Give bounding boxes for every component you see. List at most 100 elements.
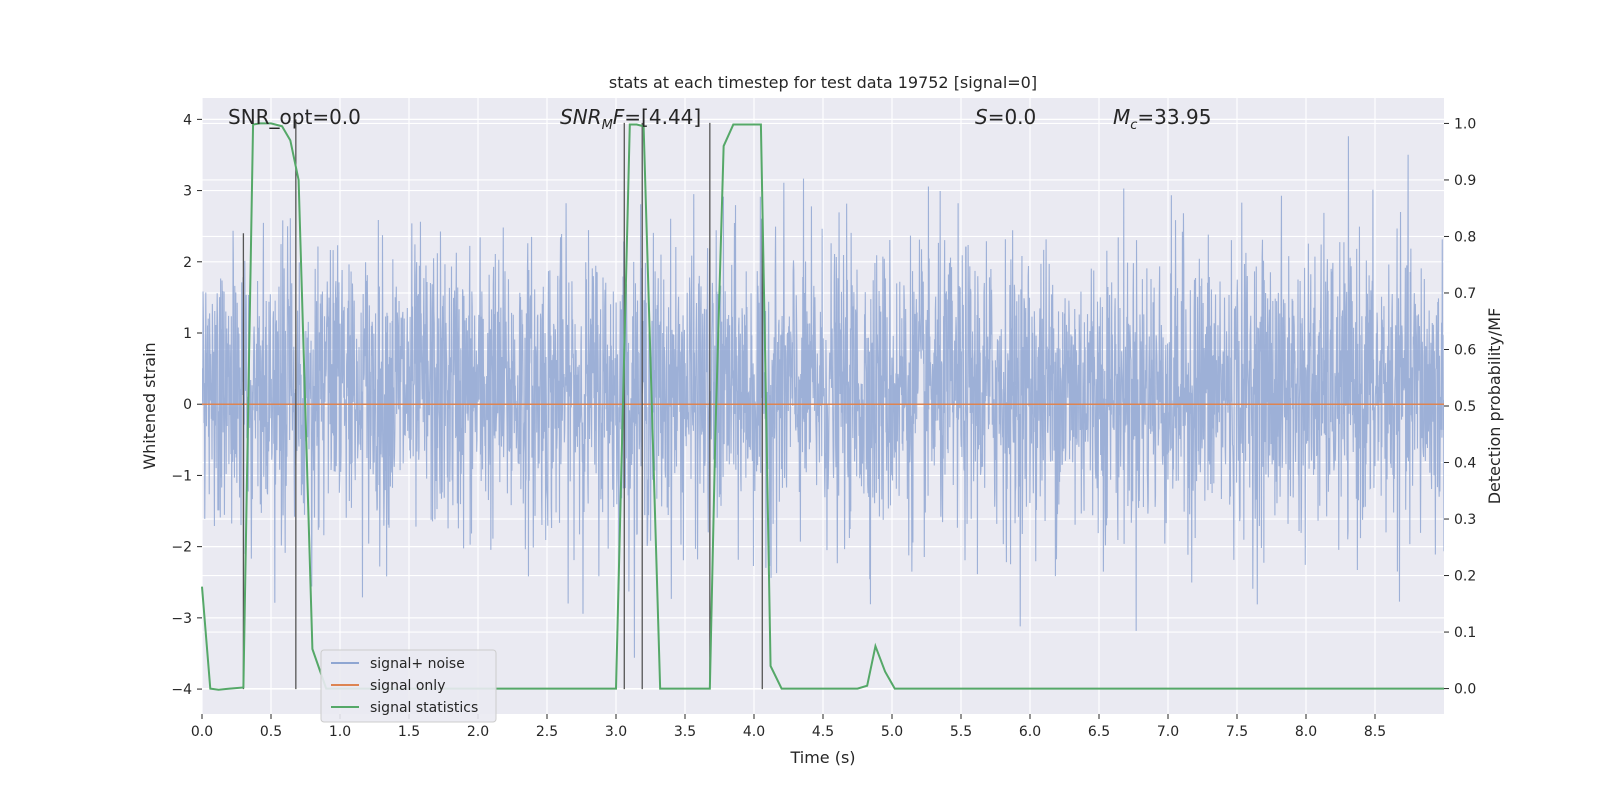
- signal-statistics-point-18: [643, 125, 645, 127]
- signal-statistics-point-2: [218, 689, 220, 691]
- signal-statistics-point-22: [714, 433, 716, 435]
- x-tick-label-0: 0.0: [191, 724, 213, 740]
- x-tick-label-15: 7.5: [1226, 724, 1248, 740]
- signal-statistics-point-25: [760, 124, 762, 126]
- x-tick-label-12: 6.0: [1019, 724, 1041, 740]
- signal-statistics-point-28: [781, 688, 783, 690]
- y-right-tick-label-6: 0.4: [1454, 456, 1476, 472]
- annotation-mc: Mc=33.95: [1113, 105, 1211, 133]
- annotation-snr-mf: SNRMF=[4.44]: [560, 105, 701, 133]
- x-axis-label: Time (s): [789, 748, 855, 767]
- x-tick-label-2: 1.0: [329, 724, 351, 740]
- signal-statistics-point-8: [281, 125, 283, 127]
- y-right-tick-label-3: 0.7: [1454, 286, 1476, 302]
- y-axis-right-ticks: 1.0 0.9 0.8 0.7 0.6 0.5 0.4 0.3 0.2 0.1 0.0: [1444, 116, 1476, 698]
- signal-statistics-point-1: [209, 688, 211, 690]
- y-right-tick-label-8: 0.2: [1454, 569, 1476, 585]
- signal-statistics-point-20: [684, 688, 686, 690]
- x-tick-label-7: 3.5: [674, 724, 696, 740]
- x-tick-label-14: 7.0: [1157, 724, 1179, 740]
- y-right-tick-label-0: 1.0: [1454, 116, 1476, 132]
- signal-statistics-point-17: [636, 124, 638, 126]
- signal-statistics-point-29: [822, 688, 824, 690]
- y-left-tick-label-0: 4: [183, 112, 192, 128]
- y-right-tick-label-9: 0.1: [1454, 625, 1476, 641]
- signal-statistics-point-30: [857, 688, 858, 690]
- annotation-s-value: =0.0: [988, 105, 1037, 129]
- y-left-tick-label-3: 1: [183, 326, 192, 342]
- annotation-snr-mf-value: =[4.44]: [624, 105, 701, 129]
- series-signal-plus-noise: [202, 136, 1444, 658]
- x-tick-label-9: 4.5: [812, 724, 834, 740]
- y-right-tick-label-4: 0.6: [1454, 342, 1476, 358]
- x-tick-label-13: 6.5: [1088, 724, 1110, 740]
- legend-label-signal-only: signal only: [370, 678, 445, 694]
- annotation-snr-mf-rest: F: [613, 105, 625, 129]
- signal-statistics-point-4: [242, 686, 244, 688]
- signal-statistics-point-31: [866, 685, 868, 687]
- annotation-s: S=0.0: [975, 105, 1036, 129]
- chart-title: stats at each timestep for test data 197…: [609, 73, 1037, 92]
- y-right-tick-label-10: 0.0: [1454, 682, 1476, 698]
- signal-statistics-point-33: [884, 671, 886, 673]
- x-tick-label-1: 0.5: [260, 724, 282, 740]
- signal-statistics-point-3: [229, 688, 231, 690]
- annotation-snr-opt: SNR_opt=0.0: [228, 105, 361, 129]
- vertical-markers: [242, 119, 763, 690]
- legend: signal+ noise signal only signal statist…: [320, 649, 497, 723]
- signal-statistics-point-34: [894, 688, 896, 690]
- signal-statistics-point-24: [732, 124, 734, 126]
- x-tick-label-3: 1.5: [398, 724, 420, 740]
- annotation-s-base: S: [975, 105, 988, 129]
- annotation-mc-base: M: [1113, 105, 1130, 129]
- x-tick-label-16: 8.0: [1295, 724, 1317, 740]
- x-tick-label-17: 8.5: [1364, 724, 1386, 740]
- y-axis-left-label: Whitened strain: [140, 342, 159, 469]
- signal-statistics-point-9: [289, 139, 291, 141]
- y-left-tick-label-2: 2: [183, 255, 192, 271]
- x-tick-label-4: 2.0: [467, 724, 489, 740]
- y-axis-right-label: Detection probability/MF: [1485, 308, 1504, 505]
- series-signal-statistics: [201, 122, 1445, 691]
- y-axis-left-ticks: 4 3 2 1 0 −1 −2 −3 −4: [171, 112, 202, 698]
- y-left-tick-label-6: −2: [171, 540, 192, 556]
- annotation-mc-value: =33.95: [1137, 105, 1211, 129]
- x-axis-ticks: 0.0 0.5 1.0 1.5 2.0 2.5 3.0 3.5 4.0 4.5 5.0 5.5 6.0 6…: [191, 714, 1386, 740]
- signal-statistics-point-15: [615, 688, 617, 690]
- y-right-tick-label-5: 0.5: [1454, 399, 1476, 415]
- signal-statistics-point-10: [298, 179, 300, 181]
- signal-plus-noise-line: [202, 136, 1444, 658]
- signal-statistics-line: [201, 122, 1444, 691]
- annotation-snr-mf-base: SNR: [560, 105, 602, 129]
- signal-statistics-point-23: [723, 145, 725, 147]
- x-tick-label-6: 3.0: [605, 724, 627, 740]
- x-tick-label-11: 5.5: [950, 724, 972, 740]
- signal-statistics-point-14: [546, 688, 548, 690]
- annotation-snr-mf-sub: M: [602, 118, 613, 133]
- y-left-tick-label-1: 3: [183, 184, 192, 200]
- x-tick-label-10: 5.0: [881, 724, 903, 740]
- y-left-tick-label-7: −3: [171, 611, 192, 627]
- annotation-mc-sub: c: [1130, 118, 1137, 133]
- x-tick-label-5: 2.5: [536, 724, 558, 740]
- x-tick-label-8: 4.0: [743, 724, 765, 740]
- y-left-tick-label-5: −1: [171, 468, 192, 484]
- y-left-tick-label-8: −4: [171, 682, 192, 698]
- legend-label-signal-plus-noise: signal+ noise: [370, 656, 465, 672]
- y-right-tick-label-7: 0.3: [1454, 512, 1476, 528]
- signal-statistics-point-5: [252, 124, 254, 126]
- signal-statistics-point-21: [709, 688, 711, 690]
- signal-statistics-point-0: [201, 586, 203, 588]
- signal-statistics-point-19: [659, 688, 661, 690]
- signal-statistics-point-16: [629, 124, 631, 126]
- signal-statistics-point-26: [764, 348, 766, 350]
- signal-statistics-point-32: [874, 645, 876, 647]
- y-left-tick-label-4: 0: [183, 397, 192, 413]
- legend-box: [320, 649, 497, 723]
- grid-lines: [201, 98, 1444, 714]
- signal-statistics-point-27: [770, 665, 772, 667]
- y-right-tick-label-2: 0.8: [1454, 229, 1476, 245]
- signal-statistics-point-7: [270, 122, 272, 124]
- signal-statistics-point-11: [311, 648, 313, 650]
